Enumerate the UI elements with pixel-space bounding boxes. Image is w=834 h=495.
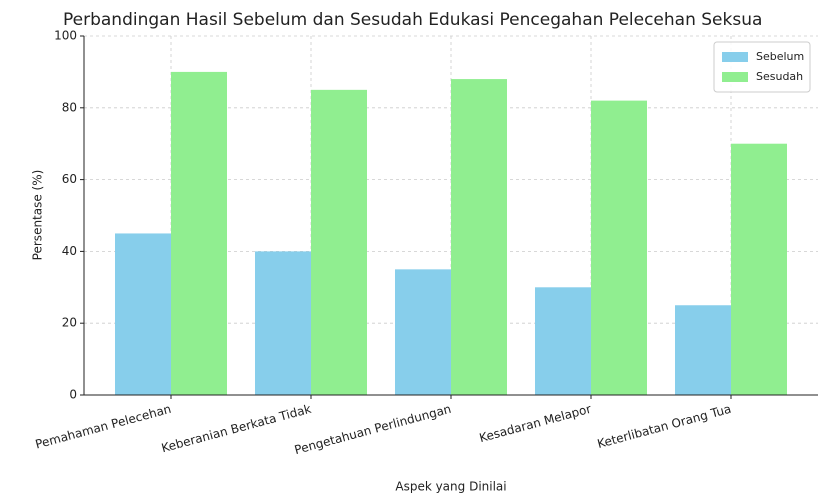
x-tick-label: Pemahaman Pelecehan [34,402,173,452]
y-tick-label: 40 [62,244,77,258]
bar [311,89,367,395]
x-tick-label: Kesadaran Melapor [478,402,593,445]
y-tick-label: 80 [62,100,77,114]
chart-title: Perbandingan Hasil Sebelum dan Sesudah E… [63,10,762,30]
legend-swatch [722,52,748,62]
bar [451,79,507,395]
y-tick-label: 20 [62,316,77,330]
x-tick-label: Keberanian Berkata Tidak [160,402,313,455]
bar [255,251,311,395]
bar [591,100,647,396]
bar [675,305,731,395]
y-tick-label: 0 [69,388,77,402]
bar [115,233,171,395]
y-axis-label: Persentase (%) [31,170,45,261]
y-tick-label: 60 [62,172,77,186]
x-tick-label: Pengetahuan Perlindungan [293,402,453,457]
bar [535,287,591,395]
bar [731,143,787,395]
legend-swatch [722,72,748,82]
y-tick-label: 100 [54,29,77,43]
bar [171,71,227,396]
legend-label: Sebelum [756,50,804,63]
x-axis-label: Aspek yang Dinilai [395,480,506,494]
legend-label: Sesudah [756,70,803,83]
x-tick-label: Keterlibatan Orang Tua [596,402,733,451]
bar [395,269,451,395]
